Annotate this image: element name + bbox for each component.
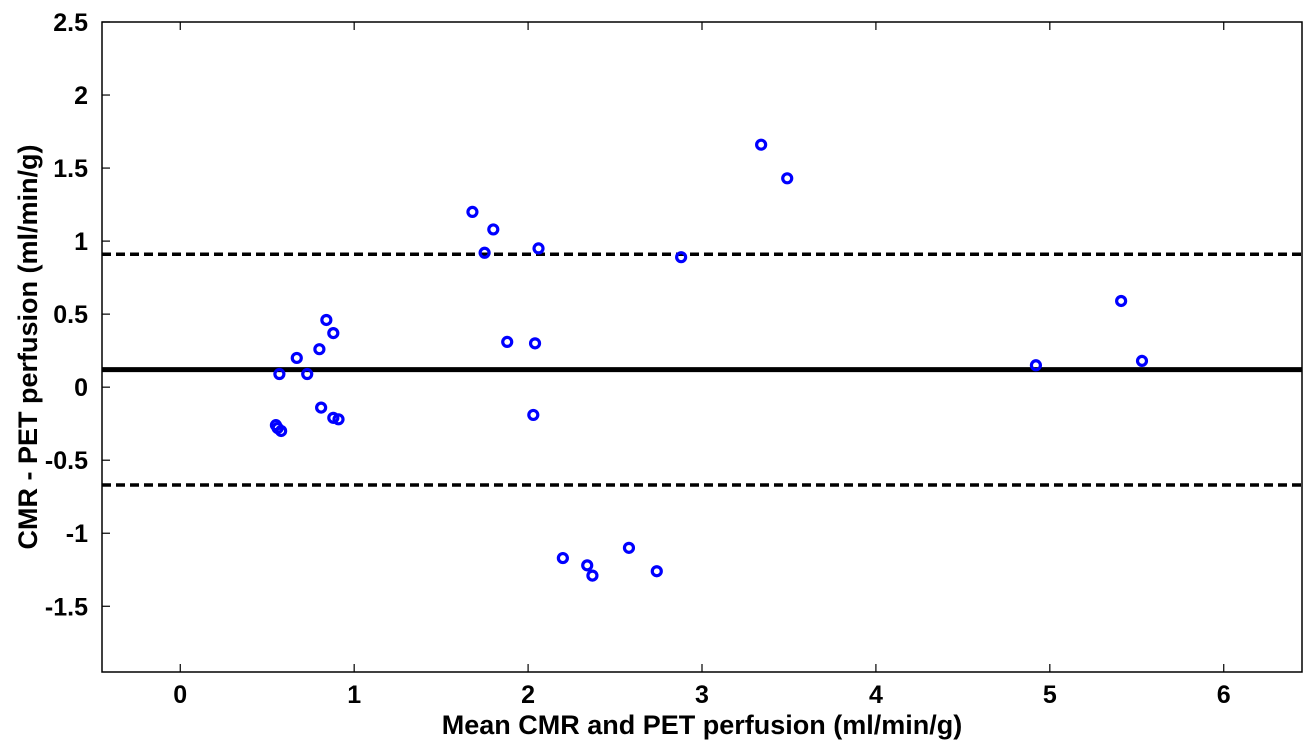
data-point [1115,294,1128,308]
data-point [313,343,326,356]
y-tick-label: 1.5 [53,155,88,183]
data-point [581,559,594,572]
data-point [650,565,663,578]
data-point [501,335,514,348]
y-tick-label: -1.5 [45,593,88,621]
data-point [466,205,479,218]
data-point [675,251,688,264]
x-axis-label: Mean CMR and PET perfusion (ml/min/g) [442,710,963,740]
x-tick-label: 2 [521,681,535,709]
data-point [315,401,328,414]
y-tick-label: 0 [74,374,88,402]
data-point [290,351,303,365]
data-point [622,541,636,554]
data-point [1029,359,1043,372]
data-point [487,223,500,236]
data-point [527,408,540,422]
data-point [273,367,286,381]
y-tick-label: -1 [66,520,88,548]
x-tick-label: 0 [173,681,187,709]
x-tick-label: 5 [1043,681,1057,709]
data-point [327,327,340,340]
data-point [781,172,794,185]
y-tick-label: 1 [74,228,88,256]
data-point [755,138,768,151]
y-tick-label: 0.5 [53,301,88,329]
data-point [1135,354,1149,367]
data-point [532,242,545,255]
x-tick-label: 6 [1217,681,1231,709]
data-point [332,413,345,426]
y-tick-label: -0.5 [45,447,88,475]
y-axis: 2.5 2 1.5 1 0.5 0 -0.5 -1 -1.5 [45,9,110,621]
x-tick-label: 3 [695,681,709,709]
y-axis-label: CMR - PET perfusion (ml/min/g) [13,145,43,550]
y-tick-label: 2.5 [53,9,88,37]
data-point [320,313,333,327]
data-point [528,337,542,350]
reference-lines [102,252,1302,487]
x-axis: 0 1 2 3 4 5 6 [173,22,1231,709]
x-tick-label: 4 [869,681,883,709]
data-point [275,424,288,438]
x-tick-label: 1 [347,681,361,709]
data-point [556,551,569,565]
data-point [586,569,599,582]
y-tick-label: 2 [74,82,88,110]
data-point [301,367,314,381]
data-point [478,246,491,259]
data-points [269,138,1149,582]
plot-area [101,21,1303,673]
